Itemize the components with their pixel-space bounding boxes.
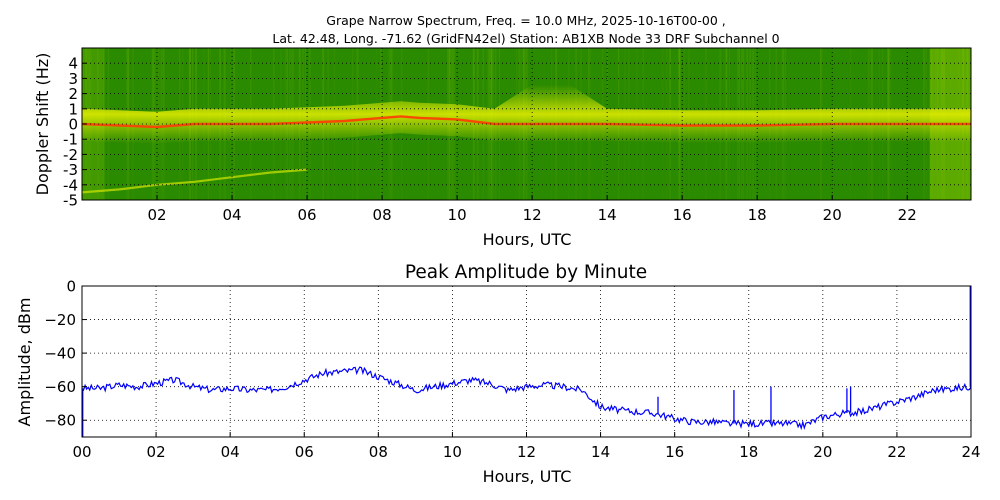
spectrogram-y-tick-label: -1 [63,131,78,149]
spectrogram-carrier-band [82,84,971,144]
spectrogram-y-tick-label: 1 [68,100,78,118]
amplitude-x-tick-label: 14 [591,443,610,461]
figure-title-line1: Grape Narrow Spectrum, Freq. = 10.0 MHz,… [326,13,725,28]
spectrogram-x-tick-label: 12 [523,206,542,224]
spectrogram-y-tick-label: -3 [63,161,78,179]
amplitude-x-tick-label: 00 [72,443,91,461]
amplitude-chart-title: Peak Amplitude by Minute [405,262,647,283]
amplitude-y-tick-label: −80 [44,412,76,430]
amplitude-x-tick-label: 24 [961,443,980,461]
amplitude-x-tick-label: 10 [443,443,462,461]
amplitude-y-tick-label: −40 [44,345,76,363]
spectrogram-x-tick-label: 02 [147,206,166,224]
amplitude-x-axis-label: Hours, UTC [483,467,572,486]
spectrogram-x-tick-label: 16 [673,206,692,224]
spectrogram-x-tick-label: 08 [373,206,392,224]
amplitude-x-tick-label: 18 [739,443,758,461]
amplitude-y-tick-label: 0 [66,278,76,296]
amplitude-series-line [81,366,972,431]
spectrogram-carrier-trace [81,115,971,129]
spectrogram-x-tick-label: 04 [222,206,241,224]
spectrogram-x-tick-label: 10 [448,206,467,224]
spectrogram-y-tick-label: 4 [68,55,78,73]
spectrogram-y-axis-label: Doppler Shift (Hz) [33,53,52,196]
spectrogram-y-tick-label: -4 [63,176,78,194]
amplitude-x-tick-label: 20 [813,443,832,461]
figure-title-line2: Lat. 42.48, Long. -71.62 (GridFN42el) St… [272,31,779,46]
amplitude-y-axis-label: Amplitude, dBm [15,298,34,427]
spectrogram-y-tick-label: -2 [63,146,78,164]
amplitude-x-tick-label: 02 [147,443,166,461]
spectrogram-y-tick-label: 3 [68,70,78,88]
amplitude-x-tick-label: 12 [517,443,536,461]
amplitude-y-tick-label: −20 [44,311,76,329]
spectrogram-low-mode-trace [81,168,308,194]
spectrogram-y-tick-label: 2 [68,85,78,103]
spectrogram-x-axis-label: Hours, UTC [483,230,572,249]
amplitude-x-tick-label: 08 [369,443,388,461]
spectrogram-x-tick-label: 20 [823,206,842,224]
spectrogram-x-tick-label: 06 [298,206,317,224]
spectrogram-y-tick-label: -5 [63,192,78,210]
amplitude-x-tick-label: 04 [221,443,240,461]
spectrogram-x-tick-label: 22 [898,206,917,224]
spectrogram-x-tick-label: 14 [598,206,617,224]
spectrogram-x-tick-label: 18 [748,206,767,224]
amplitude-x-tick-label: 16 [665,443,684,461]
amplitude-panel: 00 02 04 06 08 10 12 14 16 18 20 22 24 0 −20 −40 −60 −80 [44,278,980,462]
amplitude-x-tick-label: 22 [887,443,906,461]
amplitude-y-tick-label: −60 [44,378,76,396]
spectrogram-y-tick-label: 0 [68,116,78,134]
amplitude-x-tick-label: 06 [295,443,314,461]
